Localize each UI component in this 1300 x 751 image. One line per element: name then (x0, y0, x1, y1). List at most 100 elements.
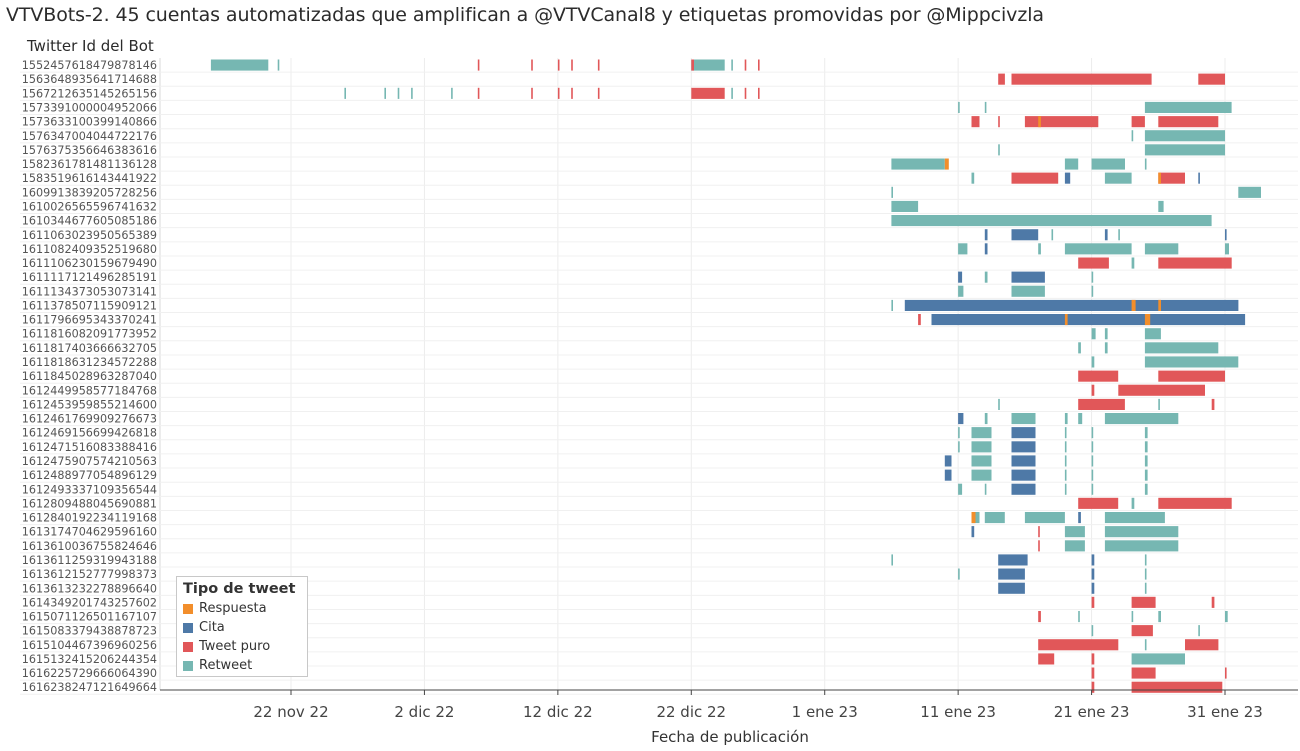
tweet-mark (1091, 596, 1095, 608)
tweet-mark (1091, 441, 1094, 453)
tweet-mark (1091, 554, 1095, 566)
tweet-mark (1131, 681, 1223, 693)
tweet-mark (1198, 172, 1200, 184)
tweet-mark (1064, 441, 1067, 453)
tweet-mark (1144, 483, 1148, 495)
tweet-mark (1118, 229, 1120, 241)
y-tick-label: 1611818631234572288 (22, 356, 157, 369)
x-axis-title: Fecha de publicación (651, 728, 809, 746)
tweet-mark (1144, 158, 1147, 170)
tweet-mark (1158, 200, 1164, 212)
y-tick-label: 1612809488045690881 (22, 497, 157, 510)
y-tick-label: 1613611259319943188 (22, 554, 157, 567)
tweet-mark (531, 87, 533, 99)
tweet-mark (1144, 101, 1232, 113)
y-tick-label: 1611378507115909121 (22, 299, 157, 312)
tweet-mark (1091, 328, 1096, 340)
legend: Tipo de tweet Respuesta Cita Tweet puro … (176, 576, 308, 677)
tweet-mark (1078, 611, 1080, 623)
y-tick-label: 1612840192234119168 (22, 512, 157, 525)
tweet-mark (1091, 384, 1095, 396)
y-tick-label: 1563648935641714688 (22, 73, 157, 86)
tweet-mark (691, 87, 725, 99)
tweet-mark (1104, 512, 1165, 524)
x-tick-label: 21 ene 23 (1054, 703, 1130, 721)
y-tick-label: 1615071126501167107 (22, 611, 157, 624)
y-tick-label: 1573391000004952066 (22, 101, 157, 114)
tweet-mark (1064, 540, 1085, 552)
tweet-mark (904, 299, 1239, 311)
tweet-mark (891, 186, 893, 198)
tweet-mark (1091, 271, 1094, 283)
y-tick-label: 1611796695343370241 (22, 314, 157, 327)
tweet-mark (1131, 611, 1134, 623)
tweet-mark (1011, 229, 1039, 241)
tweet-mark (1104, 229, 1108, 241)
tweet-mark (1078, 342, 1081, 354)
y-tick-label: 1615132415206244354 (22, 653, 157, 666)
tweet-mark (1144, 314, 1151, 326)
y-tick-label: 1576347004044722176 (22, 130, 157, 143)
tweet-mark (1198, 625, 1200, 637)
y-tick-label: 1616225729666064390 (22, 667, 157, 680)
tweet-mark (984, 271, 988, 283)
legend-item-respuesta[interactable]: Respuesta (183, 599, 301, 618)
tweet-mark (958, 271, 963, 283)
tweet-mark (1078, 497, 1119, 509)
tweet-mark (1131, 116, 1145, 128)
tweet-mark (1144, 469, 1148, 481)
tweet-mark (1064, 455, 1067, 467)
tweet-mark (744, 59, 747, 71)
tweet-mark (1144, 441, 1148, 453)
tweet-mark (1104, 526, 1179, 538)
tweet-mark (1011, 413, 1036, 425)
tweet-mark (1198, 73, 1225, 85)
tweet-mark (1104, 342, 1108, 354)
y-tick-label: 1612475907574210563 (22, 455, 157, 468)
tweet-mark (1158, 116, 1219, 128)
tweet-mark (1131, 257, 1135, 269)
legend-item-retweet[interactable]: Retweet (183, 656, 301, 675)
tweet-mark (557, 87, 560, 99)
tweet-mark (984, 101, 987, 113)
x-tick-label: 11 ene 23 (920, 703, 996, 721)
tweet-mark (1024, 116, 1099, 128)
tweet-mark (1011, 469, 1036, 481)
tweet-mark (958, 483, 963, 495)
tweet-mark (1024, 512, 1065, 524)
tweet-mark (597, 87, 600, 99)
tweet-mark (451, 87, 453, 99)
tweet-mark (1064, 243, 1132, 255)
tweet-mark (1038, 611, 1041, 623)
tweet-mark (971, 427, 992, 439)
tweet-mark (971, 455, 992, 467)
legend-swatch-retweet (183, 660, 193, 671)
tweet-mark (597, 59, 600, 71)
y-axis-labels: 1552457618479878146156364893564171468815… (22, 59, 157, 694)
tweet-mark (1225, 229, 1227, 241)
tweet-mark (1104, 540, 1179, 552)
tweet-mark (1038, 639, 1119, 651)
tweet-mark (1091, 681, 1095, 693)
y-tick-label: 1611134373053073141 (22, 285, 157, 298)
legend-item-tweet-puro[interactable]: Tweet puro (183, 637, 301, 656)
legend-swatch-cita (183, 622, 193, 633)
y-tick-label: 1612493337109356544 (22, 483, 157, 496)
y-tick-label: 1611082409352519680 (22, 243, 157, 256)
tweet-mark (1158, 299, 1161, 311)
y-tick-label: 1567212635145265156 (22, 87, 157, 100)
tweet-mark (891, 299, 893, 311)
tweet-mark (1051, 229, 1054, 241)
tweet-mark (1144, 342, 1219, 354)
tweet-mark (1011, 73, 1152, 85)
tweet-mark (891, 554, 893, 566)
tweet-mark (1064, 469, 1067, 481)
tweet-mark (1131, 625, 1153, 637)
tweet-mark (998, 398, 1000, 410)
tweet-mark (931, 314, 1246, 326)
tweet-mark (1144, 554, 1147, 566)
tweet-mark (944, 455, 952, 467)
legend-item-cita[interactable]: Cita (183, 618, 301, 637)
tweet-mark (1158, 611, 1161, 623)
tweet-mark (971, 116, 980, 128)
